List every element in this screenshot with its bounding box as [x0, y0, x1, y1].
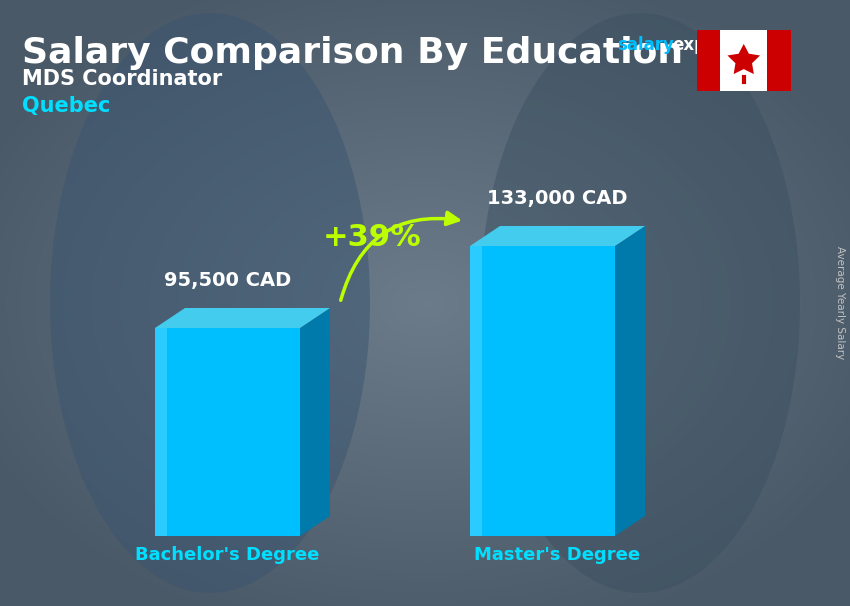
Text: .com: .com: [743, 36, 788, 54]
Text: explorer: explorer: [672, 36, 751, 54]
Text: Average Yearly Salary: Average Yearly Salary: [835, 247, 845, 359]
Polygon shape: [470, 246, 615, 536]
Polygon shape: [720, 30, 767, 91]
Polygon shape: [697, 30, 720, 91]
Text: Master's Degree: Master's Degree: [474, 546, 641, 564]
Polygon shape: [155, 328, 167, 536]
Polygon shape: [767, 30, 791, 91]
Text: MDS Coordinator: MDS Coordinator: [22, 69, 222, 89]
Polygon shape: [728, 44, 760, 74]
Text: 133,000 CAD: 133,000 CAD: [487, 189, 628, 208]
Polygon shape: [615, 226, 645, 536]
Text: Bachelor's Degree: Bachelor's Degree: [135, 546, 320, 564]
Polygon shape: [155, 328, 300, 536]
Polygon shape: [300, 308, 330, 536]
Polygon shape: [470, 246, 482, 536]
Text: Quebec: Quebec: [22, 96, 110, 116]
Text: salary: salary: [617, 36, 674, 54]
Ellipse shape: [480, 13, 800, 593]
Text: 95,500 CAD: 95,500 CAD: [164, 271, 291, 290]
Text: Salary Comparison By Education: Salary Comparison By Education: [22, 36, 683, 70]
Polygon shape: [470, 226, 645, 246]
Ellipse shape: [50, 13, 370, 593]
Polygon shape: [155, 308, 330, 328]
Text: +39%: +39%: [323, 224, 422, 253]
